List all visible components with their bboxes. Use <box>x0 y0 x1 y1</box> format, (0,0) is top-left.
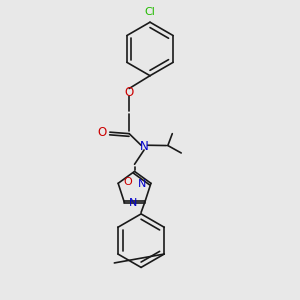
Text: O: O <box>123 177 132 187</box>
Text: N: N <box>138 179 146 189</box>
Text: O: O <box>98 126 107 139</box>
Text: O: O <box>124 85 134 98</box>
Text: N: N <box>129 199 137 208</box>
Text: Cl: Cl <box>145 7 155 17</box>
Text: N: N <box>140 140 148 153</box>
